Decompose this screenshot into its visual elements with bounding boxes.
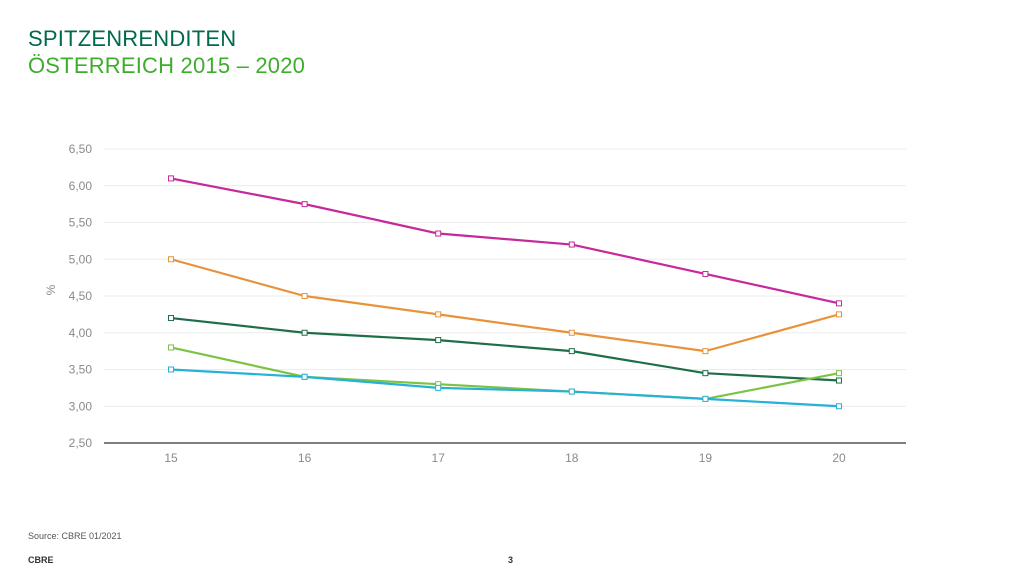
data-point [435,311,442,318]
data-point [168,256,174,263]
y-axis-label: % [44,284,58,295]
series-line-4 [170,346,840,400]
source-note: Source: CBRE 01/2021 [28,531,122,541]
brand-label: CBRE [28,555,54,565]
data-point [702,395,709,402]
page-number: 3 [508,555,514,565]
data-point [301,201,308,208]
slide-subtitle: ÖSTERREICH 2015 – 2020 [28,53,306,78]
data-point [702,370,709,377]
data-point [301,329,308,336]
data-point [836,311,842,318]
data-point [836,370,842,377]
data-point [435,230,442,237]
y-tick-label: 3,50 [69,363,93,377]
data-point [568,329,575,336]
series-line-1 [170,177,840,305]
x-tick-label: 15 [164,451,178,465]
data-point [168,344,174,351]
y-tick-label: 4,00 [69,326,93,340]
data-point [568,388,575,395]
x-tick-label: 17 [432,451,446,465]
y-tick-label: 5,00 [69,252,93,266]
data-point [836,300,842,307]
data-point [168,366,174,373]
y-tick-label: 3,00 [69,399,93,413]
data-point [568,348,575,355]
x-tick-label: 16 [298,451,312,465]
data-point [435,337,442,344]
data-point [301,293,308,299]
y-tick-label: 4,50 [69,289,93,303]
data-point [836,377,842,384]
slide-title: SPITZENRENDITEN [28,26,237,51]
data-point [836,403,842,410]
series-line-5 [170,368,840,408]
y-tick-label: 5,50 [69,216,93,230]
y-tick-label: 6,50 [69,142,93,156]
data-point [702,348,709,355]
series-line-2 [170,258,840,353]
x-tick-label: 18 [565,451,579,465]
data-point [702,270,709,277]
x-tick-label: 19 [699,451,713,465]
x-tick-label: 20 [832,451,846,465]
y-tick-label: 6,00 [69,179,93,193]
data-point [168,315,174,322]
data-point [435,384,442,391]
data-point [168,175,174,182]
data-point [568,241,575,248]
data-point [301,373,308,380]
y-tick-label: 2,50 [69,436,93,450]
series-line-3 [170,316,840,382]
